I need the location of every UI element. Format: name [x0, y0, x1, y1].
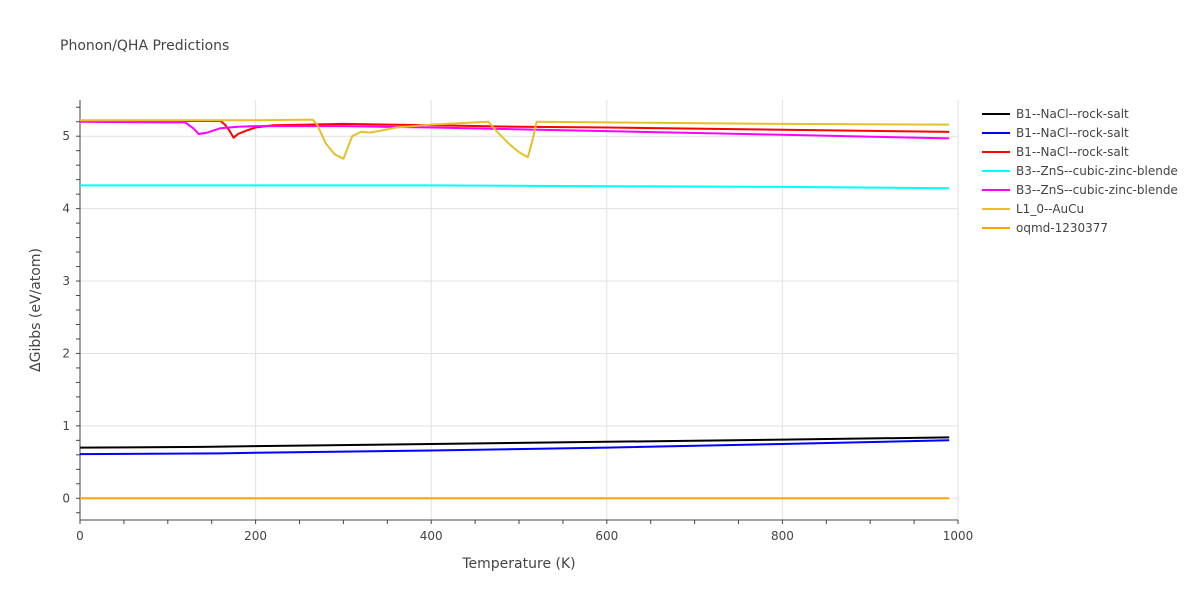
legend-label-5[interactable]: B3--ZnS--cubic-zinc-blende [1016, 183, 1178, 197]
y-axis-title: ΔGibbs (eV/atom) [28, 248, 44, 372]
grid [80, 100, 959, 520]
legend-label-6[interactable]: L1_0--AuCu [1016, 202, 1084, 216]
series-line-4 [80, 184, 950, 190]
x-tick-label: 0 [76, 529, 84, 543]
series-line-1 [79, 436, 950, 449]
legend-label-4[interactable]: B3--ZnS--cubic-zinc-blende [1016, 164, 1178, 178]
axes: 0 200 400 600 800 1000 0 1 2 3 4 5 [62, 100, 973, 543]
y-tick-label: 4 [62, 202, 70, 216]
legend-label-1[interactable]: B1--NaCl--rock-salt [1016, 107, 1129, 121]
y-tick-label: 0 [62, 491, 70, 505]
legend: B1--NaCl--rock-salt B1--NaCl--rock-salt B1… [982, 107, 1178, 235]
y-tick-label: 3 [62, 274, 70, 288]
y-tick-label: 5 [62, 129, 70, 143]
x-tick-label: 600 [595, 529, 618, 543]
x-tick-label: 1000 [943, 529, 974, 543]
chart-title: Phonon/QHA Predictions [60, 38, 229, 54]
series-lines [79, 118, 950, 500]
series-line-6 [80, 118, 950, 160]
series-line-5 [79, 120, 950, 140]
y-tick-label: 1 [62, 419, 70, 433]
legend-label-3[interactable]: B1--NaCl--rock-salt [1016, 145, 1129, 159]
series-line-3 [80, 120, 950, 139]
series-line-2 [79, 439, 950, 456]
x-tick-label: 800 [771, 529, 794, 543]
legend-label-2[interactable]: B1--NaCl--rock-salt [1016, 126, 1129, 140]
x-tick-label: 400 [420, 529, 443, 543]
x-axis-title: Temperature (K) [461, 556, 575, 572]
x-tick-label: 200 [244, 529, 267, 543]
y-tick-label: 2 [62, 346, 70, 360]
legend-label-7[interactable]: oqmd-1230377 [1016, 221, 1108, 235]
